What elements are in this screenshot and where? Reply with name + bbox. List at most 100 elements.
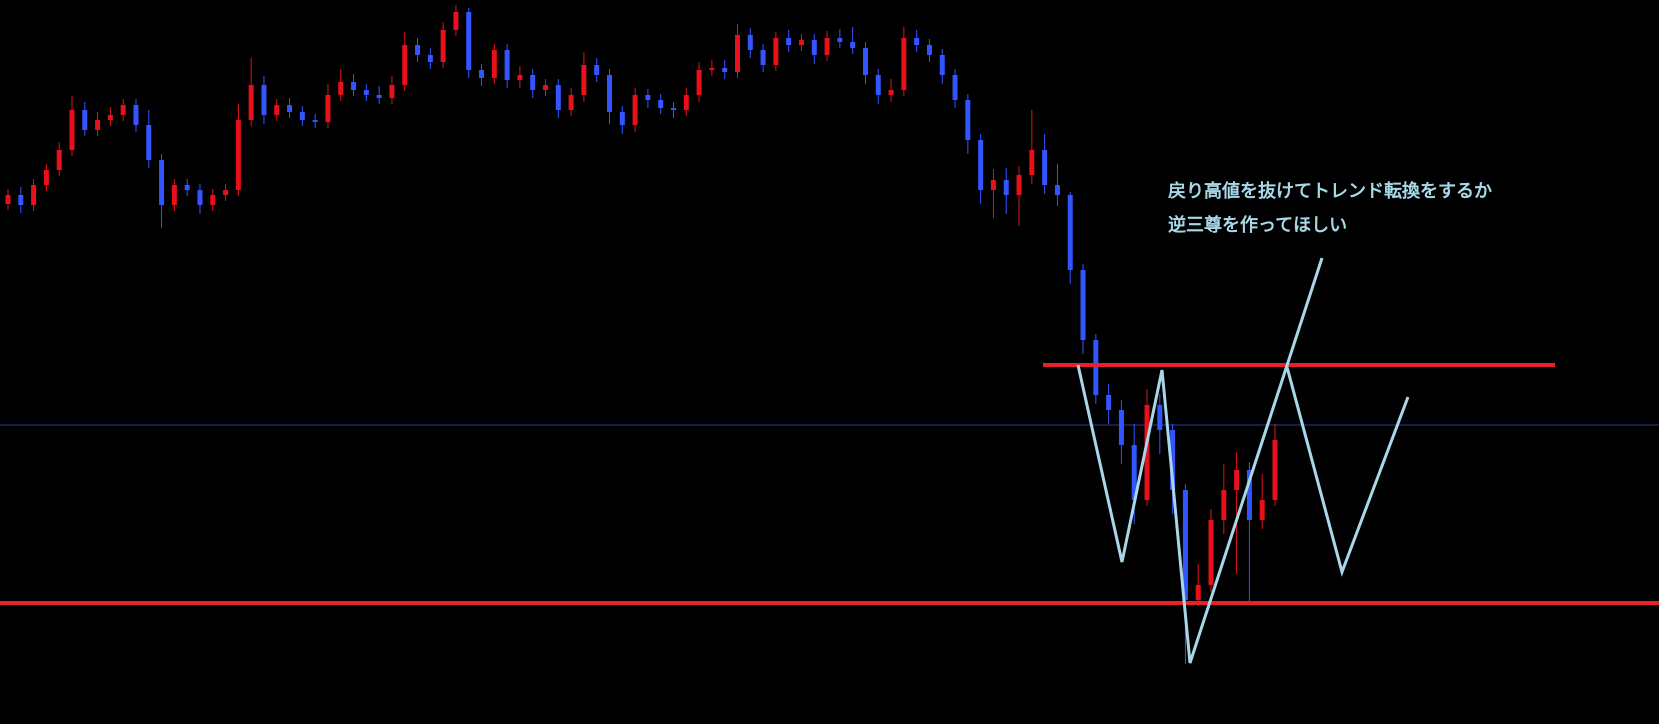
candle-body [31, 185, 37, 205]
candle-body [69, 110, 75, 150]
candle-body [645, 95, 651, 100]
candle-body [965, 100, 971, 140]
candle-body [1054, 185, 1060, 195]
candle-body [709, 68, 715, 70]
candle-body [760, 50, 766, 65]
candle-body [914, 38, 920, 45]
candle-body [555, 85, 561, 110]
candle-body [491, 50, 497, 78]
candle-body [1131, 445, 1137, 500]
candle-body [287, 105, 293, 112]
candle-body [530, 75, 536, 90]
candle-body [159, 160, 165, 205]
candle-body [466, 12, 472, 70]
candle-body [1182, 490, 1188, 600]
candle-body [978, 140, 984, 190]
candle-body [1195, 585, 1201, 600]
candle-body [197, 190, 203, 205]
candle-body [389, 85, 395, 98]
candle-body [517, 75, 523, 80]
candle-body [990, 180, 996, 190]
candle-body [888, 90, 894, 95]
candle-body [363, 90, 369, 95]
zigzag-line [1285, 366, 1410, 577]
candle-body [312, 120, 318, 122]
candle-body [1106, 395, 1112, 410]
candle-body [427, 55, 433, 62]
candle-body [875, 75, 881, 95]
candle-body [837, 38, 843, 42]
candle-body [581, 65, 587, 95]
candle-body [453, 12, 459, 30]
candle-body [479, 70, 485, 78]
candle-body [1080, 270, 1086, 340]
candle-body [747, 35, 753, 50]
candle-body [1246, 470, 1252, 520]
candle-body [1221, 490, 1227, 520]
candle-body [1029, 150, 1035, 175]
candle-body [1093, 340, 1099, 395]
candle-body [415, 45, 421, 55]
candle-body [235, 120, 241, 190]
candle-body [568, 95, 574, 110]
candle-body [95, 120, 101, 130]
candle-body [1272, 440, 1278, 500]
candle-body [504, 50, 510, 80]
candle-body [184, 185, 190, 190]
candle-body [1157, 405, 1163, 430]
candle-body [351, 82, 357, 90]
candle-body [926, 45, 932, 55]
candle-body [594, 65, 600, 75]
candle-body [107, 115, 113, 120]
zigzag-line [1076, 257, 1324, 664]
candle-body [619, 112, 625, 125]
candle-body [862, 48, 868, 75]
candle-body [850, 42, 856, 48]
candle-body [798, 40, 804, 45]
candle-body [901, 38, 907, 90]
annotation: 戻り高値を抜けてトレンド転換をするか [1168, 180, 1492, 202]
candle-body [261, 85, 267, 115]
candle-body [1170, 430, 1176, 490]
candle-body [773, 38, 779, 65]
candle-body [223, 190, 229, 195]
candle-body [1144, 405, 1150, 500]
candle-body [299, 112, 305, 120]
candle-body [146, 125, 152, 160]
annotation: 逆三尊を作ってほしい [1168, 214, 1347, 236]
candle-body [120, 105, 126, 115]
candle-body [607, 75, 613, 112]
candle-body [824, 38, 830, 55]
candle-body [1042, 150, 1048, 185]
candle-body [376, 95, 382, 98]
candle-body [952, 75, 958, 100]
candle-body [1016, 175, 1022, 195]
candle-body [43, 170, 49, 185]
candle-body [133, 105, 139, 125]
candle-body [1003, 180, 1009, 195]
candle-body [18, 195, 24, 205]
candle-body [274, 105, 280, 115]
candle-body [670, 108, 676, 110]
candle-body [440, 30, 446, 62]
candle-body [82, 110, 88, 130]
candle-body [1118, 410, 1124, 445]
candle-body [338, 82, 344, 95]
candle-body [1208, 520, 1214, 585]
candle-body [683, 95, 689, 110]
candle-body [5, 195, 11, 204]
candle-body [325, 95, 331, 122]
candle-body [786, 38, 792, 45]
candle-body [210, 195, 216, 205]
candle-body [811, 40, 817, 55]
candle-body [632, 95, 638, 125]
candle-body [171, 185, 177, 205]
candle-body [658, 100, 664, 108]
candle-body [1067, 195, 1073, 270]
candle-body [543, 85, 549, 90]
candle-body [939, 55, 945, 75]
candle-body [1234, 470, 1240, 490]
candle-body [696, 70, 702, 95]
candle-body [722, 68, 728, 72]
